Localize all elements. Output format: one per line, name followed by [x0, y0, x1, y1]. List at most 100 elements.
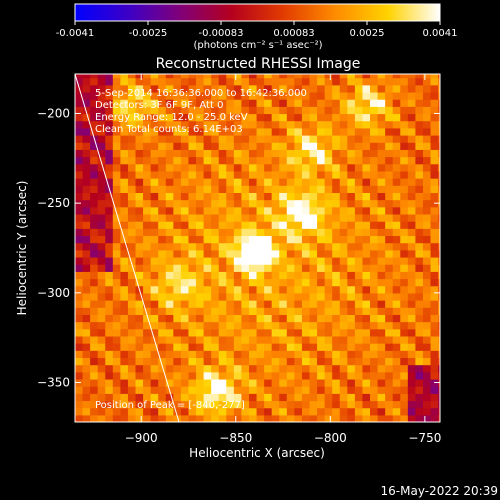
heatmap-cell: [75, 134, 84, 143]
heatmap-cell: [332, 285, 341, 294]
heatmap-cell: [377, 142, 386, 150]
heatmap-cell: [415, 134, 424, 143]
heatmap-cell: [173, 235, 182, 244]
heatmap-cell: [294, 242, 303, 251]
heatmap-cell: [127, 242, 137, 251]
heatmap-cell: [203, 285, 212, 294]
heatmap-cell: [150, 328, 159, 337]
heatmap-cell: [241, 307, 250, 315]
heatmap-cell: [271, 242, 280, 251]
heatmap-cell: [430, 364, 439, 373]
heatmap-cell: [400, 77, 409, 86]
heatmap-cell: [317, 314, 326, 323]
heatmap-cell: [354, 364, 364, 373]
heatmap-cell: [248, 386, 258, 394]
heatmap-cell: [127, 371, 137, 380]
heatmap-cell: [248, 74, 258, 79]
heatmap-cell: [180, 343, 190, 351]
heatmap-cell: [377, 264, 386, 272]
heatmap-cell: [392, 170, 401, 179]
heatmap-cell: [203, 170, 212, 179]
heatmap-cell: [112, 328, 121, 337]
heatmap-cell: [415, 314, 424, 323]
heatmap-cell: [271, 149, 280, 158]
heatmap-cell: [279, 242, 288, 251]
heatmap-cell: [127, 74, 137, 79]
heatmap-cell: [135, 400, 144, 409]
heatmap-cell: [188, 292, 197, 301]
heatmap-cell: [150, 84, 159, 93]
heatmap-cell: [82, 91, 91, 100]
heatmap-cell: [339, 185, 348, 193]
heatmap-cell: [218, 213, 227, 222]
heatmap-cell: [430, 350, 439, 359]
heatmap-cell: [430, 264, 439, 272]
heatmap-cell: [422, 91, 432, 100]
heatmap-cell: [158, 149, 167, 158]
heatmap-cell: [392, 91, 401, 100]
heatmap-cell: [370, 242, 379, 251]
heatmap-cell: [354, 378, 364, 387]
heatmap-cell: [271, 120, 280, 129]
heatmap-cell: [271, 170, 280, 179]
heatmap-cell: [82, 134, 91, 143]
heatmap-cell: [135, 149, 144, 158]
heatmap-cell: [75, 242, 84, 251]
heatmap-cell: [264, 127, 273, 136]
heatmap-cell: [377, 84, 386, 93]
heatmap-cell: [256, 142, 265, 150]
heatmap-cell: [317, 371, 326, 380]
heatmap-cell: [127, 127, 137, 136]
heatmap-cell: [248, 228, 258, 237]
heatmap-cell: [400, 364, 409, 373]
annotation-time-range: 5-Sep-2014 16:36:36.000 to 16:42:36.000: [95, 88, 307, 99]
heatmap-cell: [438, 371, 440, 380]
heatmap-cell: [188, 235, 197, 244]
heatmap-cell: [75, 300, 84, 308]
heatmap-cell: [82, 99, 91, 107]
heatmap-cell: [233, 249, 243, 258]
heatmap-cell: [75, 321, 84, 330]
heatmap-cell: [415, 77, 424, 86]
heatmap-cell: [422, 300, 432, 308]
heatmap-cell: [218, 228, 227, 237]
heatmap-cell: [120, 163, 129, 172]
heatmap-cell: [203, 271, 212, 280]
heatmap-cell: [407, 185, 417, 193]
heatmap-cell: [165, 120, 174, 129]
heatmap-cell: [180, 163, 190, 172]
heatmap-cell: [82, 393, 91, 402]
heatmap-cell: [332, 134, 341, 143]
heatmap-cell: [309, 371, 318, 380]
heatmap-cell: [279, 414, 288, 422]
heatmap-cell: [90, 221, 99, 229]
heatmap-cell: [354, 99, 364, 107]
heatmap-cell: [143, 242, 152, 251]
heatmap-cell: [324, 206, 333, 215]
heatmap-cell: [218, 300, 227, 308]
heatmap-cell: [301, 91, 311, 100]
heatmap-cell: [301, 77, 311, 86]
heatmap-cell: [158, 292, 167, 301]
heatmap-cell: [279, 134, 288, 143]
y-tick-label: −250: [37, 196, 70, 210]
heatmap-cell: [158, 206, 167, 215]
heatmap-cell: [324, 235, 333, 244]
heatmap-cell: [332, 178, 341, 186]
heatmap-cell: [422, 127, 432, 136]
heatmap-cell: [211, 170, 220, 179]
heatmap-cell: [188, 185, 197, 193]
heatmap-cell: [143, 400, 152, 409]
heatmap-cell: [233, 364, 243, 373]
heatmap-cell: [385, 321, 394, 330]
heatmap-cell: [143, 335, 152, 344]
heatmap-cell: [211, 74, 220, 79]
heatmap-cell: [415, 285, 424, 294]
heatmap-cell: [415, 142, 424, 150]
heatmap-cell: [120, 386, 129, 394]
heatmap-cell: [173, 328, 182, 337]
y-axis-ticks: −200−250−300−350: [37, 106, 440, 390]
heatmap-cell: [256, 84, 265, 93]
heatmap-cell: [377, 400, 386, 409]
heatmap-cell: [370, 393, 379, 402]
